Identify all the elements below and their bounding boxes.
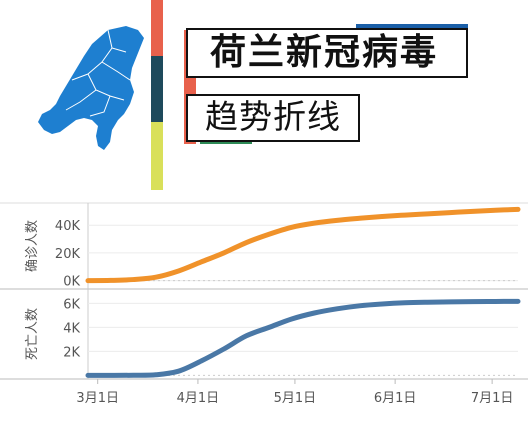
confirmed-ylabel: 确诊人数 [25,220,40,272]
accent-bar-navy [151,56,163,122]
deaths-panel: 2K 4K 6K 死亡人数 [25,297,521,378]
xtick-label: 3月1日 [76,391,119,406]
accent-bar-red [151,0,163,56]
confirmed-panel: 0K 20K 40K 确诊人数 [25,206,521,290]
page-title: 荷兰新冠病毒 [210,32,439,73]
deaths-series-line [85,298,521,378]
deaths-ytick-label: 6K [63,297,80,312]
xtick-label: 5月1日 [274,391,317,406]
netherlands-map-icon [38,26,144,150]
title-box [186,28,468,78]
page-subtitle: 趋势折线 [205,97,341,136]
xtick-label: 7月1日 [471,391,514,406]
confirmed-ytick-label: 40K [55,219,81,234]
deaths-ytick-label: 4K [63,321,80,336]
subtitle-accent-green [200,140,252,144]
xtick-label: 6月1日 [374,391,417,406]
accent-bar-green [151,122,163,190]
subtitle-box [186,94,360,142]
x-axis: 3月1日 4月1日 5月1日 6月1日 7月1日 [76,379,513,406]
map-borders [65,29,131,117]
confirmed-ytick-label: 20K [55,247,81,262]
map-shape [38,26,144,150]
xtick-label: 4月1日 [177,391,220,406]
deaths-ytick-label: 2K [63,345,80,360]
deaths-ylabel: 死亡人数 [25,308,40,360]
title-accent-blue [356,24,468,29]
confirmed-series-line [85,206,521,284]
confirmed-ytick-label: 0K [63,275,80,290]
